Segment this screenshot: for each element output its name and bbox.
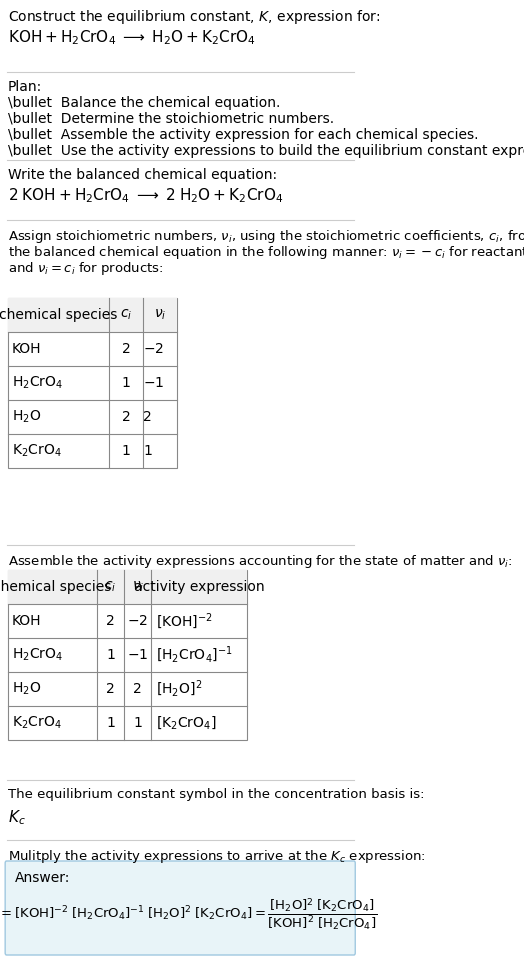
Text: Construct the equilibrium constant, $K$, expression for:: Construct the equilibrium constant, $K$,… [8, 8, 380, 26]
Text: Mulitply the activity expressions to arrive at the $K_c$ expression:: Mulitply the activity expressions to arr… [8, 848, 425, 865]
Text: $-1$: $-1$ [127, 648, 148, 662]
Text: 2: 2 [122, 410, 130, 424]
Text: \bullet  Balance the chemical equation.: \bullet Balance the chemical equation. [8, 96, 280, 110]
Bar [8, 570, 247, 604]
Text: $\nu_i$: $\nu_i$ [154, 308, 167, 322]
Text: Answer:: Answer: [15, 871, 70, 885]
Text: 1: 1 [106, 648, 115, 662]
Text: Assemble the activity expressions accounting for the state of matter and $\nu_i$: Assemble the activity expressions accoun… [8, 553, 512, 570]
Text: chemical species: chemical species [0, 580, 112, 594]
Text: $[\mathrm{H_2O}]^{2}$: $[\mathrm{H_2O}]^{2}$ [156, 679, 202, 699]
Text: 2: 2 [134, 682, 142, 696]
Text: $\mathrm{K_2CrO_4}$: $\mathrm{K_2CrO_4}$ [12, 714, 62, 731]
Text: \bullet  Determine the stoichiometric numbers.: \bullet Determine the stoichiometric num… [8, 112, 334, 126]
Text: $\mathrm{KOH + H_2CrO_4 \;\longrightarrow\; H_2O + K_2CrO_4}$: $\mathrm{KOH + H_2CrO_4 \;\longrightarro… [8, 28, 256, 47]
Text: $[\mathrm{K_2CrO_4}]$: $[\mathrm{K_2CrO_4}]$ [156, 714, 216, 732]
Text: and $\nu_i = c_i$ for products:: and $\nu_i = c_i$ for products: [8, 260, 163, 277]
Text: Plan:: Plan: [8, 80, 42, 94]
Text: The equilibrium constant symbol in the concentration basis is:: The equilibrium constant symbol in the c… [8, 788, 424, 801]
Text: 2: 2 [122, 342, 130, 356]
Text: 1: 1 [122, 444, 130, 458]
Text: $\mathrm{H_2CrO_4}$: $\mathrm{H_2CrO_4}$ [12, 646, 63, 664]
Bar [8, 298, 178, 332]
Text: $\mathrm{H_2O}$: $\mathrm{H_2O}$ [12, 409, 41, 425]
Text: $[\mathrm{KOH}]^{-2}$: $[\mathrm{KOH}]^{-2}$ [156, 611, 212, 631]
Text: $c_i$: $c_i$ [104, 580, 117, 595]
Text: chemical species: chemical species [0, 308, 118, 322]
Text: KOH: KOH [12, 342, 41, 356]
Text: $-1$: $-1$ [143, 376, 165, 390]
Text: 2: 2 [106, 614, 115, 628]
Text: $[\mathrm{H_2CrO_4}]^{-1}$: $[\mathrm{H_2CrO_4}]^{-1}$ [156, 644, 232, 666]
Text: 2: 2 [143, 410, 152, 424]
Text: $\mathrm{2\;KOH + H_2CrO_4 \;\longrightarrow\; 2\;H_2O + K_2CrO_4}$: $\mathrm{2\;KOH + H_2CrO_4 \;\longrighta… [8, 186, 283, 204]
Text: $K_c$: $K_c$ [8, 808, 26, 827]
FancyBboxPatch shape [5, 861, 355, 955]
Text: 1: 1 [106, 716, 115, 730]
Text: Write the balanced chemical equation:: Write the balanced chemical equation: [8, 168, 277, 182]
Text: $\mathrm{H_2CrO_4}$: $\mathrm{H_2CrO_4}$ [12, 375, 63, 391]
Text: $K_c = [\mathrm{KOH}]^{-2}\;[\mathrm{H_2CrO_4}]^{-1}\;[\mathrm{H_2O}]^{2}\;[\mat: $K_c = [\mathrm{KOH}]^{-2}\;[\mathrm{H_2… [0, 897, 377, 933]
Text: the balanced chemical equation in the following manner: $\nu_i = -c_i$ for react: the balanced chemical equation in the fo… [8, 244, 524, 261]
Bar [8, 298, 178, 468]
Text: $\mathrm{H_2O}$: $\mathrm{H_2O}$ [12, 681, 41, 697]
Text: $\nu_i$: $\nu_i$ [132, 580, 144, 595]
Text: $\mathrm{K_2CrO_4}$: $\mathrm{K_2CrO_4}$ [12, 443, 62, 459]
Text: KOH: KOH [12, 614, 41, 628]
Text: Assign stoichiometric numbers, $\nu_i$, using the stoichiometric coefficients, $: Assign stoichiometric numbers, $\nu_i$, … [8, 228, 524, 245]
Text: 1: 1 [122, 376, 130, 390]
Text: $c_i$: $c_i$ [120, 308, 133, 322]
Bar [8, 570, 247, 740]
Text: 1: 1 [143, 444, 152, 458]
Text: $-2$: $-2$ [127, 614, 148, 628]
Text: activity expression: activity expression [134, 580, 265, 594]
Text: 2: 2 [106, 682, 115, 696]
Text: $-2$: $-2$ [143, 342, 165, 356]
Text: 1: 1 [134, 716, 142, 730]
Text: \bullet  Assemble the activity expression for each chemical species.: \bullet Assemble the activity expression… [8, 128, 478, 142]
Text: \bullet  Use the activity expressions to build the equilibrium constant expressi: \bullet Use the activity expressions to … [8, 144, 524, 158]
